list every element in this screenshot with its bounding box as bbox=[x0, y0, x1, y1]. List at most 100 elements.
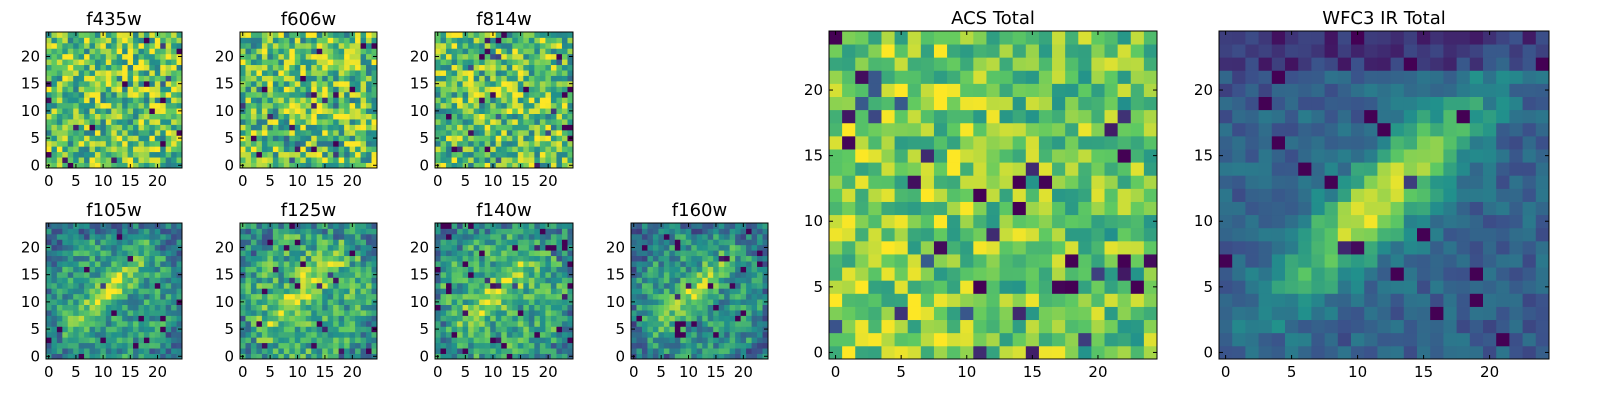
heatmap-cell bbox=[663, 233, 670, 240]
heatmap-cell bbox=[278, 102, 285, 109]
heatmap-cell bbox=[729, 261, 736, 267]
heatmap-cell bbox=[523, 233, 530, 240]
heatmap-cell bbox=[479, 244, 486, 251]
heatmap-cell bbox=[171, 64, 177, 71]
heatmap-cell bbox=[501, 326, 508, 333]
heatmap-cell bbox=[333, 271, 340, 278]
heatmap-cell bbox=[327, 271, 334, 278]
heatmap-cell bbox=[512, 162, 519, 169]
heatmap-cell bbox=[133, 337, 139, 344]
heatmap-cell bbox=[349, 124, 356, 131]
heatmap-cell bbox=[261, 304, 268, 311]
heatmap-cell bbox=[294, 348, 301, 354]
heatmap-cell bbox=[490, 282, 497, 289]
heatmap-cell bbox=[245, 102, 252, 109]
heatmap-cell bbox=[294, 157, 301, 163]
heatmap-cell bbox=[636, 244, 643, 251]
heatmap-cell bbox=[327, 337, 334, 344]
heatmap-cell bbox=[256, 86, 263, 93]
heatmap-cell bbox=[674, 261, 681, 267]
heatmap-cell bbox=[56, 75, 63, 82]
heatmap-cell bbox=[261, 42, 268, 49]
heatmap-cell bbox=[338, 86, 345, 93]
heatmap-cell bbox=[435, 277, 441, 284]
heatmap-cell bbox=[702, 304, 709, 311]
heatmap-cell bbox=[327, 310, 334, 316]
y-tick-label: 20 bbox=[410, 238, 429, 256]
heatmap-cell bbox=[495, 32, 502, 38]
heatmap-cell bbox=[171, 91, 177, 98]
heatmap-cell bbox=[506, 320, 513, 327]
heatmap-cell bbox=[512, 223, 519, 229]
heatmap-cell bbox=[501, 271, 508, 278]
heatmap-cell bbox=[512, 255, 519, 262]
heatmap-cell bbox=[501, 135, 508, 142]
heatmap-cell bbox=[300, 70, 307, 76]
heatmap-cell bbox=[440, 37, 447, 44]
heatmap-cell bbox=[680, 320, 687, 327]
heatmap-cell bbox=[360, 151, 367, 158]
heatmap-cell bbox=[1091, 162, 1105, 176]
heatmap-cells bbox=[435, 223, 574, 360]
heatmap-cell bbox=[267, 266, 274, 273]
heatmap-cell bbox=[261, 348, 268, 354]
heatmap-cell bbox=[641, 315, 648, 322]
heatmap-cell bbox=[1078, 188, 1092, 202]
heatmap-cell bbox=[479, 239, 486, 246]
heatmap-cell bbox=[349, 86, 356, 93]
heatmap-cell bbox=[495, 37, 502, 44]
heatmap-cell bbox=[561, 80, 568, 87]
heatmap-cell bbox=[89, 233, 96, 240]
heatmap-cell bbox=[680, 250, 687, 257]
heatmap-cell bbox=[881, 175, 895, 189]
heatmap-cell bbox=[881, 214, 895, 229]
heatmap-cell bbox=[501, 342, 508, 349]
heatmap-cell bbox=[62, 59, 69, 66]
heatmap-cell bbox=[333, 108, 340, 114]
heatmap-cell bbox=[338, 233, 345, 240]
heatmap-cell bbox=[278, 151, 285, 158]
heatmap-cell bbox=[138, 146, 145, 153]
heatmap-cell bbox=[451, 239, 458, 246]
axes-frame bbox=[239, 31, 378, 169]
heatmap-cell bbox=[316, 129, 323, 136]
heatmap-cell bbox=[534, 288, 541, 295]
heatmap-cell bbox=[446, 119, 452, 125]
heatmap-cell bbox=[267, 293, 274, 300]
heatmap-cell bbox=[746, 271, 752, 278]
heatmap-cell bbox=[127, 113, 134, 120]
heatmap-cell bbox=[523, 48, 530, 55]
heatmap-cell bbox=[1052, 240, 1066, 255]
heatmap-cell bbox=[160, 135, 167, 142]
heatmap-cell bbox=[534, 70, 541, 76]
heatmap-cell bbox=[468, 97, 475, 104]
heatmap-cell bbox=[960, 332, 974, 347]
heatmap-cell bbox=[283, 293, 290, 300]
heatmap-cell bbox=[484, 271, 491, 278]
heatmap-cell bbox=[479, 37, 486, 44]
heatmap-cell bbox=[440, 91, 447, 98]
heatmap-cell bbox=[933, 332, 948, 347]
heatmap-cell bbox=[539, 299, 546, 305]
heatmap-cell bbox=[105, 75, 112, 82]
heatmap-cell bbox=[1052, 345, 1066, 360]
heatmap-cell bbox=[51, 288, 58, 295]
heatmap-cell bbox=[669, 315, 676, 322]
heatmap-cell bbox=[440, 223, 447, 229]
heatmap-cell bbox=[647, 250, 654, 257]
heatmap-cell bbox=[473, 233, 480, 240]
heatmap-cell bbox=[116, 315, 123, 322]
heatmap-cell bbox=[305, 70, 312, 76]
heatmap-cell bbox=[473, 146, 480, 153]
heatmap-cell bbox=[446, 223, 452, 229]
heatmap-cell bbox=[240, 119, 246, 125]
heatmap-cell bbox=[647, 239, 654, 246]
heatmap-cell bbox=[250, 320, 257, 327]
heatmap-cell bbox=[366, 91, 372, 98]
heatmap-cell bbox=[360, 108, 367, 114]
heatmap-cell bbox=[534, 271, 541, 278]
heatmap-cell bbox=[84, 86, 90, 93]
heatmap-cell bbox=[468, 91, 475, 98]
heatmap-cell bbox=[894, 267, 909, 281]
heatmap-cell bbox=[62, 331, 69, 338]
